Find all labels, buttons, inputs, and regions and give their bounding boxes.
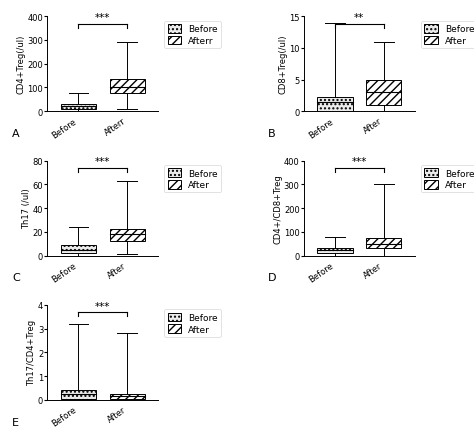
Y-axis label: CD4+/CD8+Treg: CD4+/CD8+Treg bbox=[273, 174, 283, 243]
Bar bbox=[317, 98, 353, 112]
Y-axis label: Th17/CD4+Treg: Th17/CD4+Treg bbox=[27, 319, 36, 386]
Text: ***: *** bbox=[95, 13, 110, 23]
Bar bbox=[109, 230, 145, 242]
Y-axis label: CD8+Treg(/ul): CD8+Treg(/ul) bbox=[279, 35, 288, 94]
Legend: Before, Afterr: Before, Afterr bbox=[164, 22, 221, 49]
Bar bbox=[61, 104, 96, 110]
Bar bbox=[109, 394, 145, 399]
Legend: Before, After: Before, After bbox=[164, 310, 221, 337]
Text: **: ** bbox=[354, 13, 365, 23]
Text: ***: *** bbox=[95, 157, 110, 167]
Text: B: B bbox=[268, 129, 276, 138]
Bar bbox=[366, 80, 401, 106]
Bar bbox=[366, 239, 401, 249]
Text: A: A bbox=[12, 129, 19, 138]
Bar bbox=[109, 80, 145, 94]
Legend: Before, After: Before, After bbox=[421, 22, 474, 49]
Y-axis label: Th17 (/ul): Th17 (/ul) bbox=[22, 188, 31, 229]
Text: ***: *** bbox=[95, 301, 110, 311]
Bar bbox=[317, 249, 353, 254]
Bar bbox=[61, 390, 96, 399]
Bar bbox=[61, 245, 96, 254]
Text: C: C bbox=[12, 273, 19, 283]
Text: E: E bbox=[12, 417, 19, 427]
Legend: Before, After: Before, After bbox=[164, 166, 221, 193]
Legend: Before, After: Before, After bbox=[421, 166, 474, 193]
Text: ***: *** bbox=[352, 157, 367, 167]
Text: D: D bbox=[268, 273, 277, 283]
Y-axis label: CD4+Treg(/ul): CD4+Treg(/ul) bbox=[17, 35, 26, 94]
